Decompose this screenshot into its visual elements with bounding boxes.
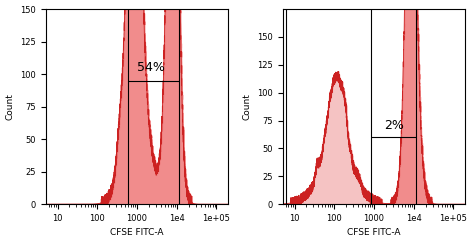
X-axis label: CFSE FITC-A: CFSE FITC-A — [110, 228, 164, 237]
Y-axis label: Count: Count — [6, 93, 15, 120]
Text: 54%: 54% — [137, 61, 165, 74]
Text: 2%: 2% — [384, 119, 404, 132]
X-axis label: CFSE FITC-A: CFSE FITC-A — [347, 228, 401, 237]
Y-axis label: Count: Count — [243, 93, 252, 120]
